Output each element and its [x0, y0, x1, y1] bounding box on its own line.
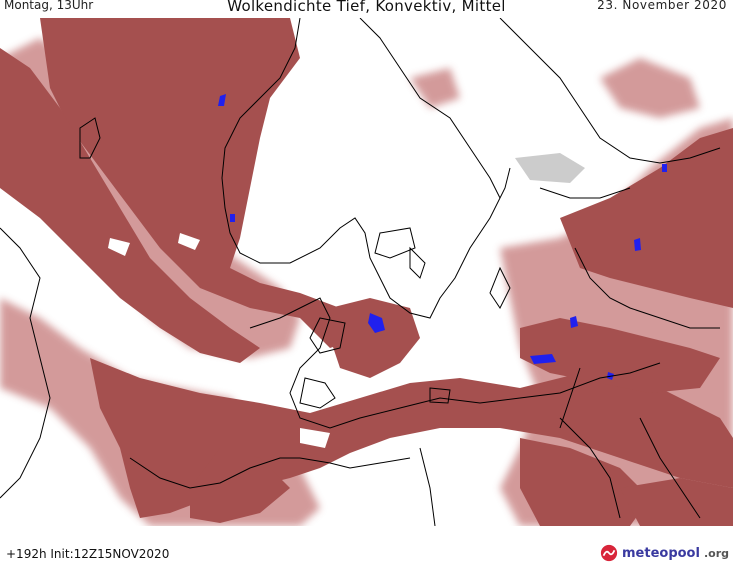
- precipitation-layer: [218, 94, 667, 380]
- meteopool-logo-icon: [600, 544, 618, 562]
- map-header: Montag, 13Uhr Wolkendichte Tief, Konvekt…: [0, 0, 733, 18]
- cloud-dense-layer: [0, 18, 733, 526]
- map-footer: +192h Init:12Z15NOV2020 meteopool .org: [0, 526, 733, 566]
- coastlines: [0, 18, 721, 526]
- valid-time-label: Montag, 13Uhr: [4, 0, 94, 12]
- model-run-info: +192h Init:12Z15NOV2020: [6, 547, 170, 561]
- cloud-gaps: [108, 233, 330, 448]
- date-label: 23. November 2020: [597, 0, 727, 12]
- map-title: Wolkendichte Tief, Konvektiv, Mittel: [227, 0, 506, 15]
- brand-logo[interactable]: meteopool .org: [600, 544, 729, 562]
- brand-tld: .org: [703, 546, 729, 560]
- sea-ice-texture: [515, 153, 585, 183]
- cloud-density-map: [0, 18, 733, 526]
- brand-name: meteopool: [622, 545, 700, 561]
